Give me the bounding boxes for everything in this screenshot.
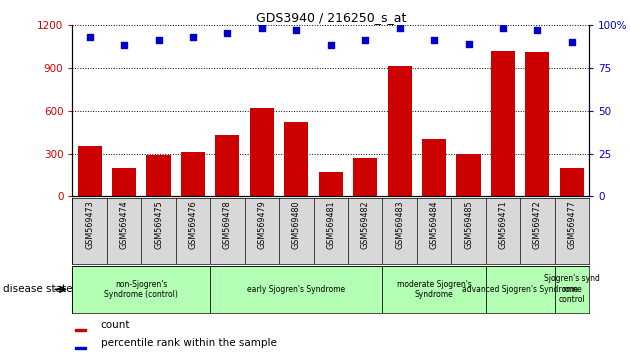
Bar [77, 147, 101, 196]
Text: GSM569471: GSM569471 [498, 200, 507, 249]
Bar [353, 158, 377, 196]
Bar [72, 266, 210, 313]
Bar [422, 139, 446, 196]
Title: GDS3940 / 216250_s_at: GDS3940 / 216250_s_at [256, 11, 406, 24]
Text: non-Sjogren's
Syndrome (control): non-Sjogren's Syndrome (control) [105, 280, 178, 299]
Point [154, 38, 164, 43]
Point [429, 38, 439, 43]
Text: count: count [101, 320, 130, 331]
Bar [75, 347, 86, 348]
Text: GSM569478: GSM569478 [223, 200, 232, 249]
Point [84, 34, 94, 40]
Point [394, 25, 404, 31]
Point [498, 25, 508, 31]
Point [291, 27, 301, 33]
Bar [319, 172, 343, 196]
Text: GSM569480: GSM569480 [292, 200, 301, 249]
Point [567, 39, 577, 45]
Bar [554, 266, 589, 313]
Text: GSM569481: GSM569481 [326, 200, 335, 249]
Point [464, 41, 474, 46]
Bar [215, 135, 239, 196]
Bar [75, 329, 86, 331]
Bar [525, 52, 549, 196]
Text: GSM569477: GSM569477 [568, 200, 576, 249]
Bar [486, 266, 554, 313]
Text: GSM569472: GSM569472 [533, 200, 542, 249]
Point [188, 34, 198, 40]
Text: Sjogren's synd
rome
control: Sjogren's synd rome control [544, 274, 600, 304]
Text: early Sjogren's Syndrome: early Sjogren's Syndrome [247, 285, 345, 294]
Bar [181, 152, 205, 196]
Text: moderate Sjogren's
Syndrome: moderate Sjogren's Syndrome [397, 280, 471, 299]
Bar [284, 122, 308, 196]
Text: GSM569474: GSM569474 [120, 200, 129, 249]
Text: percentile rank within the sample: percentile rank within the sample [101, 338, 277, 348]
Point [326, 42, 336, 48]
Text: GSM569476: GSM569476 [188, 200, 197, 249]
Text: GSM569485: GSM569485 [464, 200, 473, 249]
Point [360, 38, 370, 43]
Text: GSM569483: GSM569483 [395, 200, 404, 249]
Point [257, 25, 267, 31]
Text: advanced Sjogren's Syndrome: advanced Sjogren's Syndrome [462, 285, 578, 294]
Text: GSM569475: GSM569475 [154, 200, 163, 249]
Text: GSM569482: GSM569482 [361, 200, 370, 249]
Bar [147, 155, 171, 196]
Point [119, 42, 129, 48]
Bar [387, 66, 411, 196]
Text: disease state: disease state [3, 284, 72, 295]
Bar [210, 266, 382, 313]
Text: GSM569473: GSM569473 [85, 200, 94, 249]
Point [532, 27, 542, 33]
Bar [560, 168, 584, 196]
Bar [250, 108, 274, 196]
Bar [491, 51, 515, 196]
Point [222, 30, 232, 36]
Bar [112, 168, 136, 196]
Bar [382, 266, 486, 313]
Text: GSM569484: GSM569484 [430, 200, 438, 249]
Bar [457, 154, 481, 196]
Text: GSM569479: GSM569479 [258, 200, 266, 249]
